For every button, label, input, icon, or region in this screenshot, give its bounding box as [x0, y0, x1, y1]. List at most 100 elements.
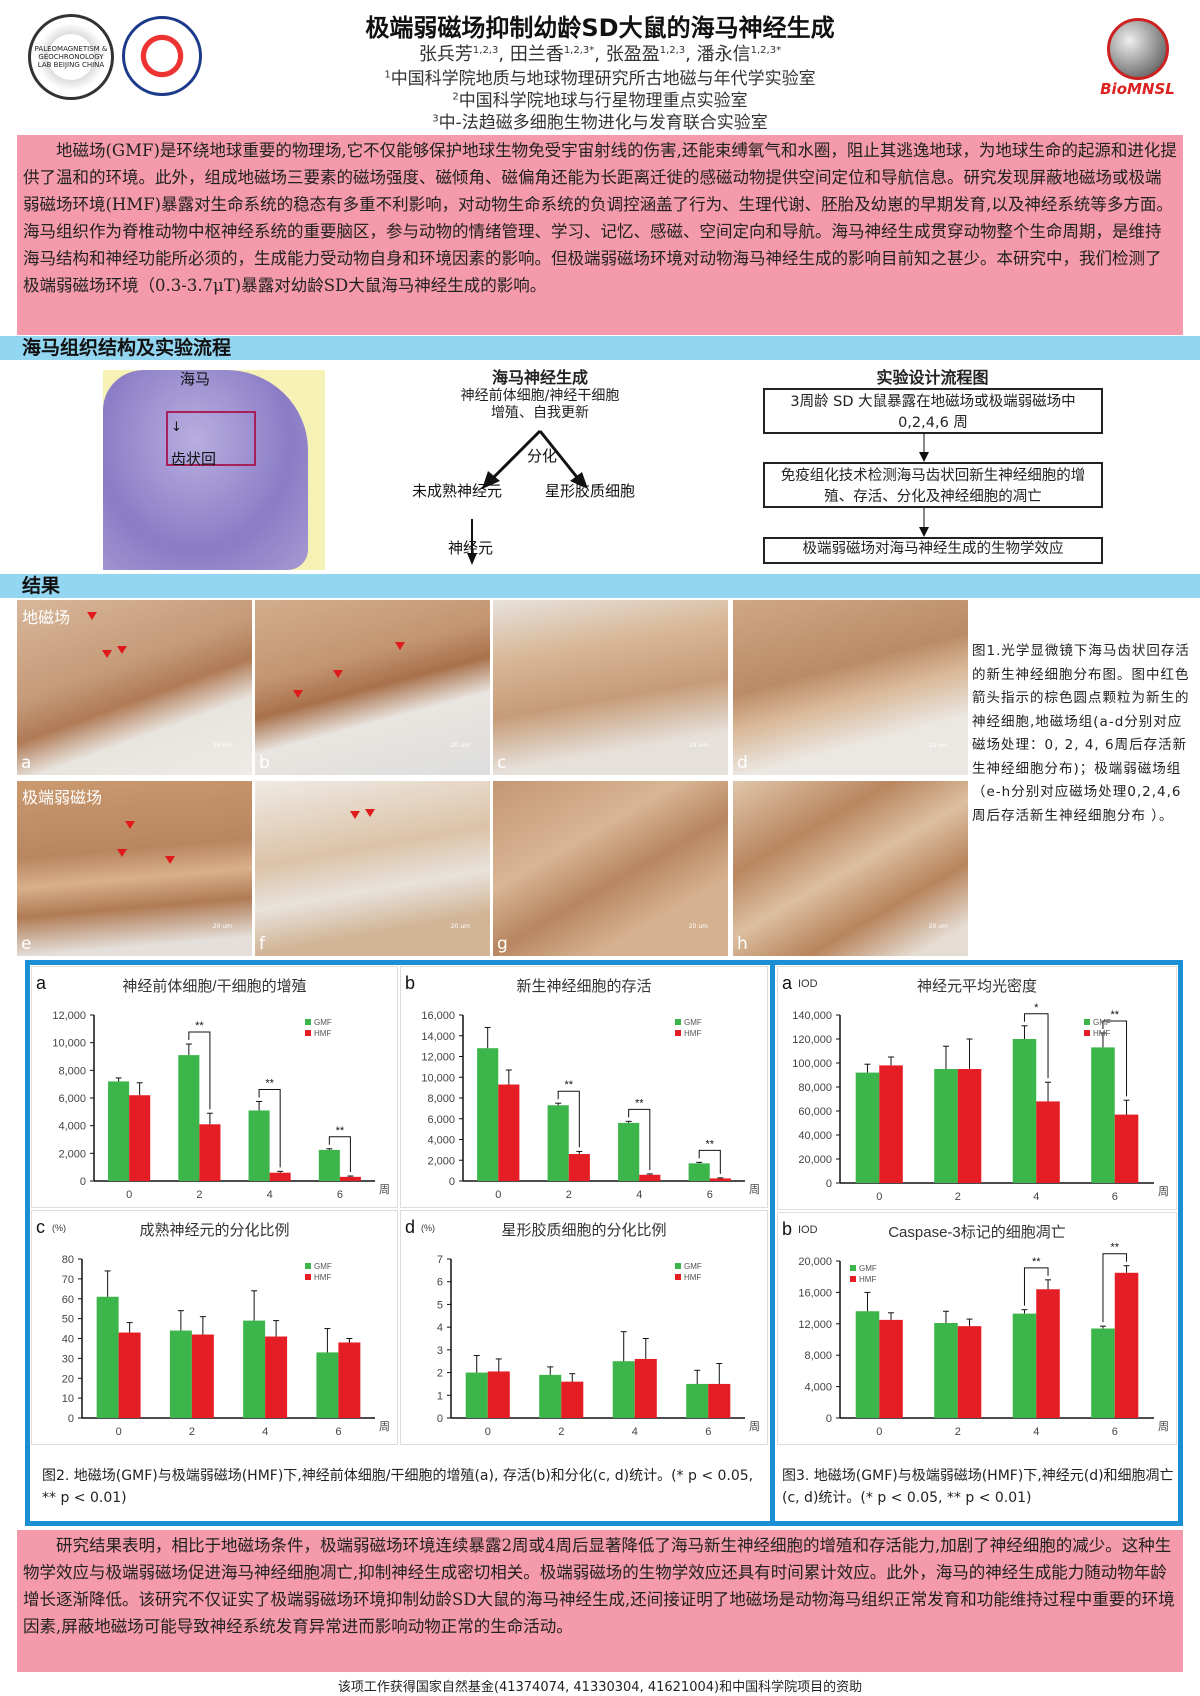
chart-title: 新生神经细胞的存活: [516, 978, 651, 995]
author-sup: 1,2,3*: [750, 45, 782, 56]
scale-bar-label: 20 um: [688, 923, 708, 930]
x-tick-label: 0: [876, 1191, 882, 1203]
chart-svg: d (%) 星形胶质细胞的分化比例 0 1 2 3 4 5 6 7 0 2 4 6 周 GMF HMF: [405, 1217, 760, 1438]
x-axis-unit: 周: [1158, 1420, 1169, 1433]
aff-num: 2: [452, 91, 459, 103]
x-axis-unit: 周: [1158, 1185, 1169, 1198]
red-arrow-icon: [165, 856, 175, 864]
legend-label: GMF: [314, 1262, 332, 1271]
x-tick-label: 2: [189, 1426, 195, 1438]
panel-letter: a: [21, 753, 32, 773]
x-tick-label: 4: [636, 1189, 642, 1201]
poster-title: 极端弱磁场抑制幼龄SD大鼠的海马神经生成: [365, 14, 835, 42]
scale-bar-label: 20 um: [928, 742, 948, 749]
panel-letter: d: [737, 753, 748, 773]
y-tick-label: 60: [62, 1294, 74, 1306]
x-tick-label: 2: [566, 1189, 572, 1201]
red-arrow-icon: [333, 670, 343, 678]
experiment-flowchart: 实验设计流程图 3周龄 SD 大鼠暴露在地磁场或极端弱磁场中 0,2,4,6 周…: [760, 364, 1105, 574]
y-tick-label: 100,000: [792, 1058, 832, 1070]
x-tick-label: 6: [707, 1189, 713, 1201]
author-sup: 1,2,3: [659, 45, 686, 56]
bar-hmf: [568, 1154, 590, 1181]
aff-num: 1: [384, 69, 391, 81]
legend-label: GMF: [859, 1264, 877, 1273]
hippocampus-highlight-box: [166, 411, 256, 466]
bar-gmf: [96, 1296, 119, 1418]
legend-swatch: [675, 1019, 681, 1025]
funding-footer: 该项工作获得国家自然基金(41374074, 41330304, 4162100…: [337, 1680, 863, 1695]
row-label-gmf: 地磁场: [22, 608, 71, 627]
y-tick-label: 140,000: [792, 1010, 832, 1022]
legend-label: HMF: [1093, 1029, 1110, 1038]
y-tick-label: 70: [62, 1274, 74, 1286]
y-tick-label: 4,000: [804, 1382, 832, 1394]
scale-bar-label: 20 um: [450, 923, 470, 930]
red-arrow-icon: [87, 612, 97, 620]
y-tick-label: 2,000: [58, 1148, 86, 1160]
significance-mark: **: [1110, 1242, 1119, 1254]
chart-title: 星形胶质细胞的分化比例: [501, 1222, 666, 1239]
significance-bracket: [1102, 1253, 1128, 1323]
institute-logo: [122, 16, 202, 96]
micrograph-b: b 20 um: [255, 600, 490, 775]
dentate-gyrus-label: 齿状回: [171, 450, 217, 468]
legend-label: HMF: [314, 1029, 331, 1038]
y-tick-label: 4,000: [58, 1121, 86, 1133]
author: 张盈盈: [605, 44, 660, 65]
significance-mark: **: [336, 1125, 345, 1137]
legend-label: GMF: [684, 1018, 702, 1027]
affiliation: 2中国科学院地球与行星物理重点实验室: [0, 86, 1200, 111]
paleomagnetism-lab-logo: PALEOMAGNETISM & GEOCHRONOLOGY LAB BEIJI…: [28, 14, 114, 100]
red-arrow-icon: [125, 821, 135, 829]
chart-title: Caspase-3标记的细胞凋亡: [888, 1224, 1066, 1241]
bar-hmf: [879, 1319, 903, 1418]
y-tick-label: 60,000: [798, 1106, 832, 1118]
y-tick-label: 12,000: [421, 1052, 455, 1064]
y-tick-label: 8,000: [804, 1350, 832, 1362]
legend-swatch: [305, 1274, 311, 1280]
chart-caspase3: b IOD Caspase-3标记的细胞凋亡 0 4,000 8,000 12,000 16,…: [777, 1212, 1177, 1445]
bar-hmf: [639, 1174, 661, 1181]
x-tick-label: 4: [1033, 1191, 1039, 1203]
y-axis-label: (%): [52, 1223, 66, 1233]
x-axis-unit: 周: [379, 1183, 390, 1196]
x-tick-label: 4: [632, 1426, 638, 1438]
y-tick-label: 2: [437, 1368, 443, 1380]
bar-hmf: [118, 1332, 141, 1418]
x-tick-label: 4: [262, 1426, 268, 1438]
y-tick-label: 4,000: [427, 1135, 455, 1147]
y-tick-label: 14,000: [421, 1031, 455, 1043]
flow-step: 3周龄 SD 大鼠暴露在地磁场或极端弱磁场中 0,2,4,6 周: [763, 388, 1103, 434]
chart-svg: c (%) 成熟神经元的分化比例 0 10 20 30 40 50 60 70 80 0 2 4 6 周 GMF H…: [36, 1217, 390, 1438]
y-tick-label: 6,000: [427, 1114, 455, 1126]
bar-gmf: [934, 1323, 958, 1418]
legend-label: HMF: [684, 1029, 701, 1038]
x-tick-label: 0: [876, 1426, 882, 1438]
affiliation: 1中国科学院地质与地球物理研究所古地磁与年代学实验室: [0, 64, 1200, 89]
x-tick-label: 0: [485, 1426, 491, 1438]
aff-num: 3: [432, 113, 439, 125]
bar-gmf: [248, 1110, 270, 1181]
bar-hmf: [269, 1172, 291, 1181]
differentiate-label: 分化: [527, 447, 558, 465]
x-tick-label: 6: [335, 1426, 341, 1438]
immature-neuron-label: 未成熟神经元: [412, 482, 503, 500]
x-tick-label: 4: [1033, 1426, 1039, 1438]
panel-letter: f: [259, 934, 265, 954]
bar-hmf: [709, 1178, 731, 1181]
section-header-methods: 海马组织结构及实验流程: [0, 336, 1200, 360]
aff-text: 中国科学院地球与行星物理重点实验室: [458, 91, 748, 111]
y-tick-label: 12,000: [798, 1319, 832, 1331]
red-arrow-icon: [350, 811, 360, 819]
y-tick-label: 20,000: [798, 1256, 832, 1268]
bar-hmf: [129, 1095, 151, 1181]
biomnsl-logo: BioMNSL: [1085, 18, 1190, 113]
y-tick-label: 6: [437, 1277, 443, 1289]
significance-bracket: [557, 1090, 580, 1148]
x-tick-label: 6: [705, 1426, 711, 1438]
significance-bracket: [1102, 1020, 1128, 1097]
significance-bracket: [1023, 1267, 1049, 1306]
bar-gmf: [477, 1048, 499, 1181]
chart-astrocyte-differentiation: d (%) 星形胶质细胞的分化比例 0 1 2 3 4 5 6 7 0 2 4 6 周 GMF HMF: [400, 1210, 768, 1445]
